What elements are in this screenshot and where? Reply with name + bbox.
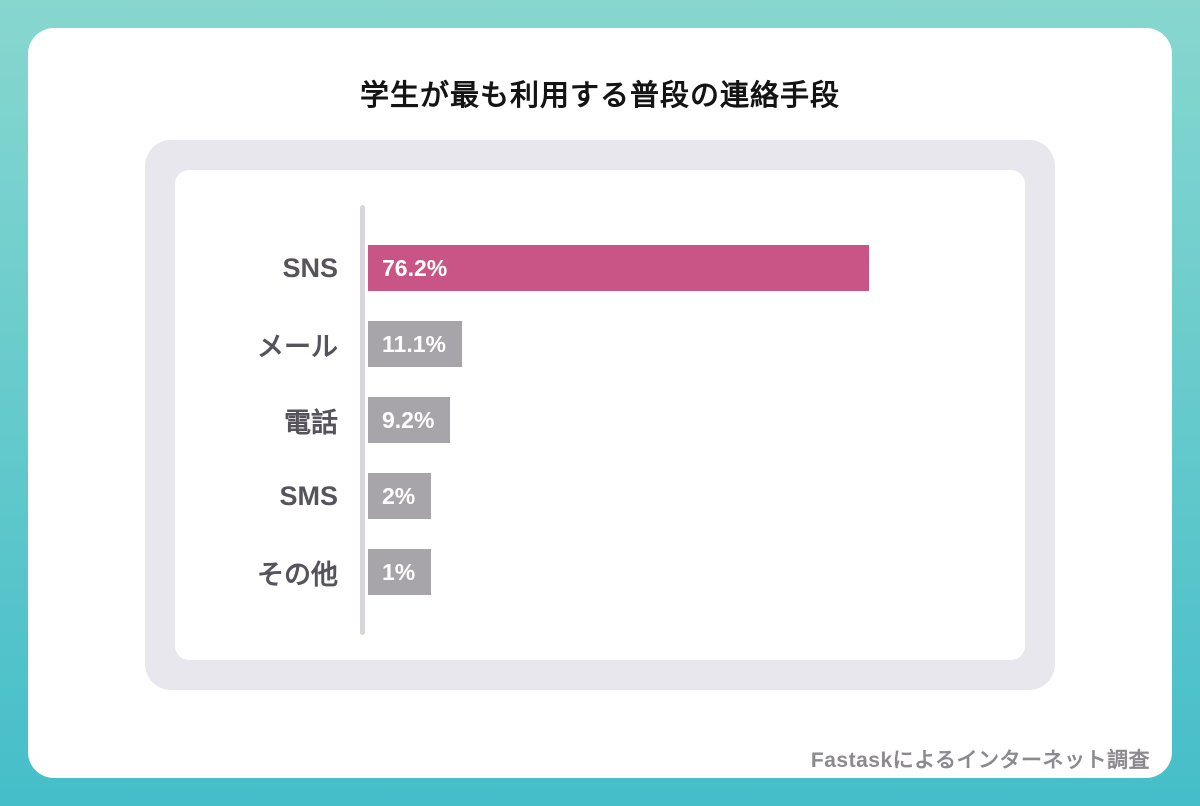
category-label: SNS	[282, 252, 338, 283]
category-label: その他	[257, 559, 338, 590]
bar-rows: SNS 76.2% メール 11.1% 電話 9.2% SMS 2% その他 1%	[175, 230, 1015, 610]
y-axis-line	[360, 205, 365, 635]
chart-panel: SNS 76.2% メール 11.1% 電話 9.2% SMS 2% その他 1%	[145, 140, 1055, 690]
category-label: メール	[257, 331, 338, 362]
value-label: 9.2%	[382, 406, 435, 433]
infographic-card: 学生が最も利用する普段の連絡手段 SNS 76.2% メール 11.1% 電話 9.2% S…	[28, 28, 1172, 778]
bar-row: SMS 2%	[175, 458, 1015, 534]
chart-plot-area: SNS 76.2% メール 11.1% 電話 9.2% SMS 2% その他 1%	[175, 170, 1025, 660]
bar-row: 電話 9.2%	[175, 382, 1015, 458]
bar: 9.2%	[368, 397, 451, 443]
bar-highlighted: 76.2%	[368, 245, 869, 291]
value-label: 2%	[382, 482, 416, 509]
value-label: 76.2%	[382, 254, 448, 281]
bar: 11.1%	[368, 321, 462, 367]
category-label: 電話	[284, 407, 338, 438]
chart-title: 学生が最も利用する普段の連絡手段	[359, 80, 840, 112]
value-label: 1%	[382, 558, 416, 585]
bar-row: SNS 76.2%	[175, 230, 1015, 306]
category-label: SMS	[279, 480, 338, 511]
bar: 1%	[368, 549, 432, 595]
bar-row: その他 1%	[175, 534, 1015, 610]
bar: 2%	[368, 473, 432, 519]
bar-row: メール 11.1%	[175, 306, 1015, 382]
source-note: Fastaskによるインターネット調査	[810, 749, 1150, 772]
value-label: 11.1%	[382, 330, 446, 357]
